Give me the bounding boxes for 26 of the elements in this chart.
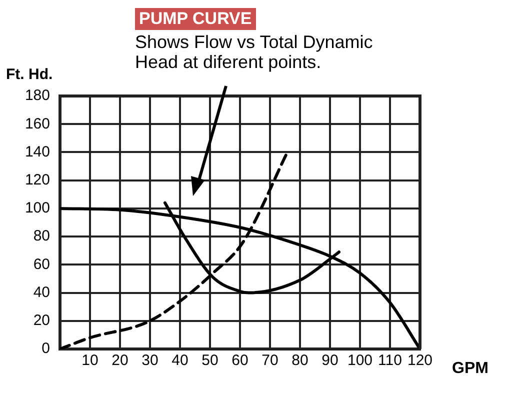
y-tick-label: 140 (24, 143, 50, 160)
x-tick-label: 10 (82, 352, 98, 370)
chart-subtitle: Shows Flow vs Total Dynamic Head at diferent points. (135, 32, 374, 72)
x-tick-label: 80 (292, 352, 308, 370)
y-tick-label: 40 (33, 284, 50, 301)
x-tick-label: 120 (407, 352, 433, 370)
y-tick-label: 80 (33, 228, 50, 245)
y-tick-label: 0 (42, 340, 50, 358)
x-tick-label: 70 (262, 352, 278, 370)
x-tick-label: 60 (232, 352, 248, 370)
y-tick-label: 60 (33, 256, 50, 273)
x-tick-label: 100 (347, 352, 373, 370)
x-tick-label: 40 (172, 352, 188, 370)
x-axis-title: GPM (452, 360, 488, 378)
x-tick-label: 30 (142, 352, 158, 370)
x-tick-label: 50 (202, 352, 218, 370)
y-tick-label: 180 (24, 87, 50, 104)
y-axis-title: Ft. Hd. (6, 66, 53, 83)
x-tick-label: 90 (322, 352, 338, 370)
y-tick-label: 120 (24, 171, 50, 188)
y-tick-label: 160 (24, 115, 50, 132)
x-tick-label: 110 (378, 352, 402, 370)
chart-title: PUMP CURVE (135, 8, 256, 30)
y-tick-label: 20 (33, 312, 50, 330)
y-tick-label: 100 (24, 200, 50, 217)
x-tick-label: 20 (112, 352, 128, 370)
